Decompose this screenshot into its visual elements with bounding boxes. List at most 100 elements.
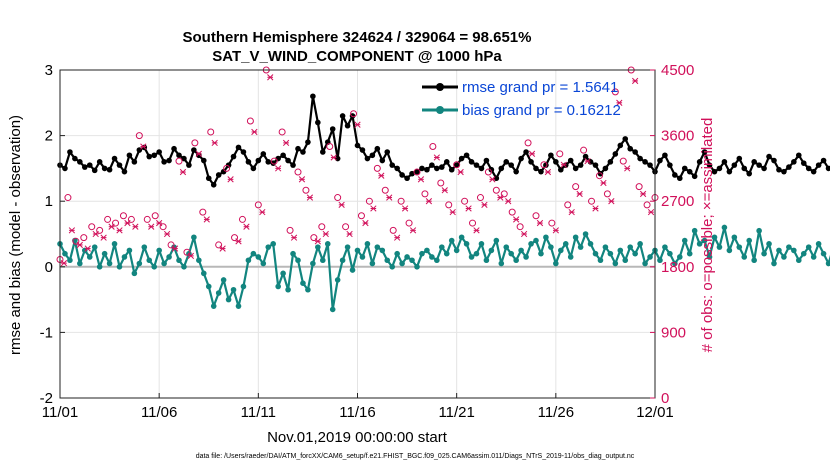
- bias-point: [503, 244, 510, 250]
- y2-axis-label: # of obs: o=possible; ×=assimilated: [699, 118, 716, 353]
- possible-obs-point: [223, 164, 231, 172]
- rmse-point: [285, 157, 291, 164]
- bias-point: [156, 247, 162, 254]
- bias-point: [642, 260, 648, 267]
- bias-point: [726, 247, 733, 254]
- x-tick-label: 11/21: [438, 404, 474, 421]
- possible-obs-point: [112, 219, 120, 227]
- assimilated-obs-point: [552, 227, 559, 234]
- rmse-point: [255, 157, 262, 164]
- rmse-point: [815, 162, 822, 168]
- bias-point: [136, 260, 143, 267]
- rmse-point: [731, 162, 738, 168]
- rmse-point: [533, 165, 539, 172]
- rmse-point: [354, 142, 361, 149]
- rmse-point: [642, 159, 648, 165]
- rmse-point: [394, 165, 400, 172]
- x-axis-ticks: 11/01 11/06 11/11 11/16 11/21 11/26 12/01: [42, 393, 674, 421]
- assimilated-obs-point: [632, 77, 639, 85]
- bias-point: [513, 257, 519, 264]
- y-tick-label: 3: [45, 62, 53, 79]
- x-tick-label: 11/26: [538, 404, 574, 421]
- possible-obs-point: [191, 139, 199, 147]
- rmse-point: [756, 162, 762, 168]
- bias-point: [364, 241, 371, 247]
- possible-obs-point: [429, 143, 437, 151]
- bias-point: [141, 244, 148, 250]
- possible-obs-point: [326, 143, 334, 151]
- bias-point: [667, 250, 673, 257]
- possible-obs-point: [357, 212, 365, 220]
- assimilated-obs-point: [600, 179, 607, 187]
- possible-obs-point: [516, 223, 524, 231]
- rmse-point: [706, 162, 713, 168]
- possible-obs-point: [421, 190, 429, 198]
- bias-point: [91, 244, 98, 250]
- bias-point: [815, 241, 822, 247]
- rmse-point: [151, 152, 158, 159]
- rmse-point: [766, 153, 772, 160]
- bias-point: [399, 260, 405, 267]
- possible-obs-point: [365, 197, 373, 205]
- possible-obs-point: [207, 128, 215, 136]
- possible-obs-point: [246, 117, 254, 125]
- rmse-point: [503, 159, 510, 165]
- possible-obs-point: [119, 212, 127, 220]
- assimilated-obs-point: [282, 139, 290, 147]
- bias-point: [166, 254, 172, 260]
- rmse-point: [166, 157, 172, 164]
- possible-obs-point: [310, 234, 318, 242]
- bias-point: [800, 250, 807, 257]
- rmse-point: [91, 167, 98, 174]
- assimilated-obs-point: [370, 205, 377, 212]
- rmse-point: [220, 168, 227, 175]
- possible-obs-point: [413, 168, 421, 176]
- rmse-point: [493, 175, 500, 182]
- rmse-point: [374, 145, 381, 152]
- bias-point: [374, 244, 381, 250]
- bias-point: [126, 247, 133, 254]
- bias-point: [627, 244, 634, 250]
- possible-obs-point: [635, 183, 643, 191]
- bias-point: [324, 241, 331, 247]
- rmse-point: [245, 159, 252, 165]
- bias-point: [448, 237, 455, 244]
- bias-point: [429, 254, 435, 260]
- rmse-point: [240, 149, 247, 155]
- bias-point: [473, 250, 480, 257]
- bias-point: [394, 250, 400, 257]
- rmse-point: [582, 153, 589, 160]
- assimilated-obs-point: [449, 208, 456, 216]
- possible-obs-point: [104, 215, 112, 223]
- assimilated-obs-point: [386, 194, 393, 201]
- rmse-point: [265, 159, 272, 165]
- rmse-point: [181, 155, 187, 162]
- data-file-footnote: data file: /Users/raeder/DAI/ATM_forcXX/…: [196, 453, 635, 460]
- bias-point: [255, 254, 262, 260]
- bias-point: [315, 244, 321, 250]
- bias-point: [617, 247, 624, 254]
- bias-point: [245, 257, 252, 264]
- rmse-point: [617, 142, 624, 149]
- assimilated-obs-point: [84, 245, 91, 252]
- assimilated-obs-point: [346, 230, 353, 238]
- bias-point: [741, 254, 748, 260]
- x-tick-label: 11/06: [141, 404, 177, 421]
- bias-point: [607, 250, 614, 257]
- rmse-point: [721, 159, 728, 165]
- assimilated-obs-point: [60, 260, 68, 267]
- bias-point: [384, 257, 391, 264]
- rmse-point: [672, 172, 678, 178]
- rmse-point: [101, 165, 108, 172]
- y2-tick-label: 1800: [661, 259, 694, 276]
- y-tick-label: -1: [40, 324, 53, 341]
- bias-point: [463, 241, 470, 247]
- rmse-point: [86, 162, 93, 168]
- possible-obs-point: [556, 150, 564, 158]
- rmse-point: [736, 155, 743, 162]
- rmse-point: [250, 165, 257, 172]
- bias-point: [389, 264, 396, 270]
- plot-area: [56, 66, 830, 313]
- possible-obs-point: [64, 194, 72, 202]
- bias-point: [86, 254, 93, 260]
